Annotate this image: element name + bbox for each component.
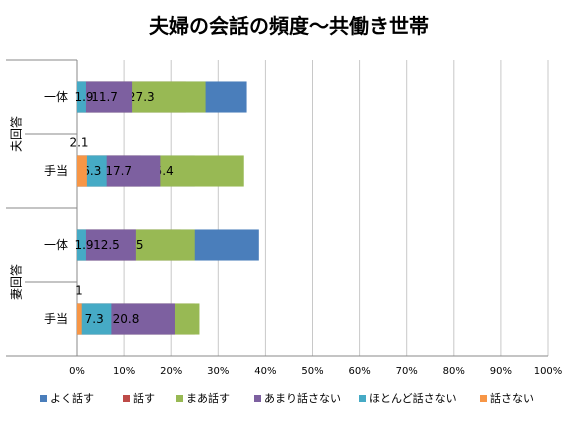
category-label: 手当	[44, 312, 68, 326]
x-tick-label: 40%	[254, 366, 276, 377]
data-label: 6.3	[82, 164, 101, 178]
data-label: 17.7	[105, 164, 132, 178]
category-label: 一体	[44, 238, 68, 252]
legend-swatch	[359, 395, 366, 402]
data-label: 2.1	[69, 135, 88, 149]
group-label: 妻回答	[9, 264, 24, 300]
bar-segment	[77, 303, 112, 335]
data-label: 27.3	[128, 90, 155, 104]
legend-swatch	[123, 395, 130, 402]
x-tick-label: 50%	[301, 366, 323, 377]
x-tick-label: 80%	[443, 366, 465, 377]
group-label: 夫回答	[9, 116, 24, 152]
bar-segment	[77, 303, 82, 335]
bar-segment	[77, 155, 87, 187]
category-label: 一体	[44, 90, 68, 104]
bar-segment	[77, 229, 136, 261]
x-tick-label: 70%	[396, 366, 418, 377]
legend-label: 話す	[133, 391, 155, 405]
legend-label: 話さない	[490, 391, 534, 405]
bar-segment	[77, 229, 86, 261]
data-label: 1.9	[74, 90, 93, 104]
x-tick-label: 10%	[113, 366, 135, 377]
data-label: 12.5	[93, 238, 120, 252]
category-label: 手当	[44, 164, 68, 178]
x-axis-ticks: 0% 10% 20% 30% 40% 50% 60% 70% 80% 90% 100%	[69, 366, 562, 377]
legend-swatch	[176, 395, 183, 402]
x-tick-label: 60%	[348, 366, 370, 377]
legend-swatch	[254, 395, 261, 402]
x-tick-label: 20%	[160, 366, 182, 377]
legend-label: あまり話さない	[264, 391, 341, 405]
data-label: 11.7	[91, 90, 118, 104]
legend-label: ほとんど話さない	[369, 391, 457, 405]
data-label: 1	[75, 283, 83, 297]
x-tick-label: 0%	[69, 366, 85, 377]
legend-label: まあ話す	[186, 391, 230, 405]
legend: よく話す 話す まあ話す あまり話さない ほとんど話さない 話さない	[40, 391, 534, 405]
legend-label: よく話す	[50, 391, 94, 405]
bar-segment	[77, 81, 133, 113]
bar-segment	[77, 81, 86, 113]
chart-title: 夫婦の会話の頻度～共働き世帯	[149, 14, 429, 38]
data-label: 7.3	[85, 312, 104, 326]
legend-swatch	[40, 395, 47, 402]
bars: 3623.127.311.71.92513.535.417.76.32.138.…	[69, 81, 259, 335]
data-label: 1.9	[74, 238, 93, 252]
x-tick-label: 30%	[207, 366, 229, 377]
x-tick-label: 90%	[490, 366, 512, 377]
legend-swatch	[480, 395, 487, 402]
data-label: 20.8	[113, 312, 140, 326]
x-tick-label: 100%	[534, 366, 563, 377]
